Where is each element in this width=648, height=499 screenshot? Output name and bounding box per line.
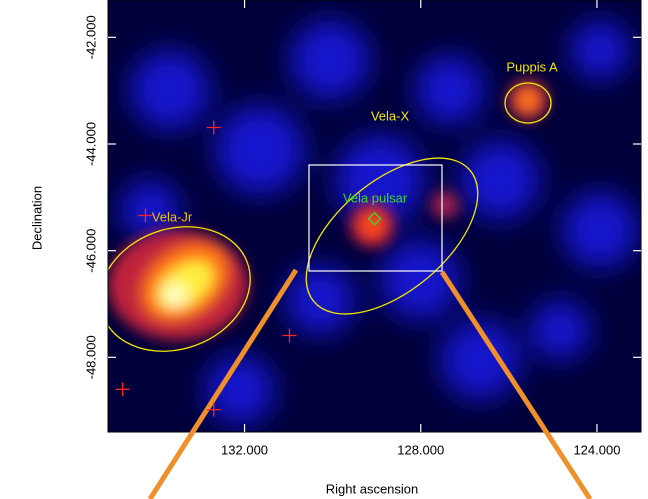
annotation: Puppis A xyxy=(506,59,558,74)
x-tick-label: 124.000 xyxy=(573,442,620,457)
chart: Right ascension Declination 132.000 128.0… xyxy=(0,0,648,499)
y-tick-label: -46.000 xyxy=(83,229,98,273)
annotation: Vela-X xyxy=(371,108,410,123)
annotation: Vela-Jr xyxy=(152,209,193,224)
y-tick-label: -44.000 xyxy=(83,122,98,166)
y-axis-label: Declination xyxy=(29,186,44,250)
x-axis-label: Right ascension xyxy=(326,481,419,496)
y-tick-label: -42.000 xyxy=(83,15,98,59)
y-tick-label: -48.000 xyxy=(83,335,98,379)
annotation: Vela pulsar xyxy=(343,190,408,205)
x-tick-label: 128.000 xyxy=(397,442,444,457)
x-tick-label: 132.000 xyxy=(221,442,268,457)
